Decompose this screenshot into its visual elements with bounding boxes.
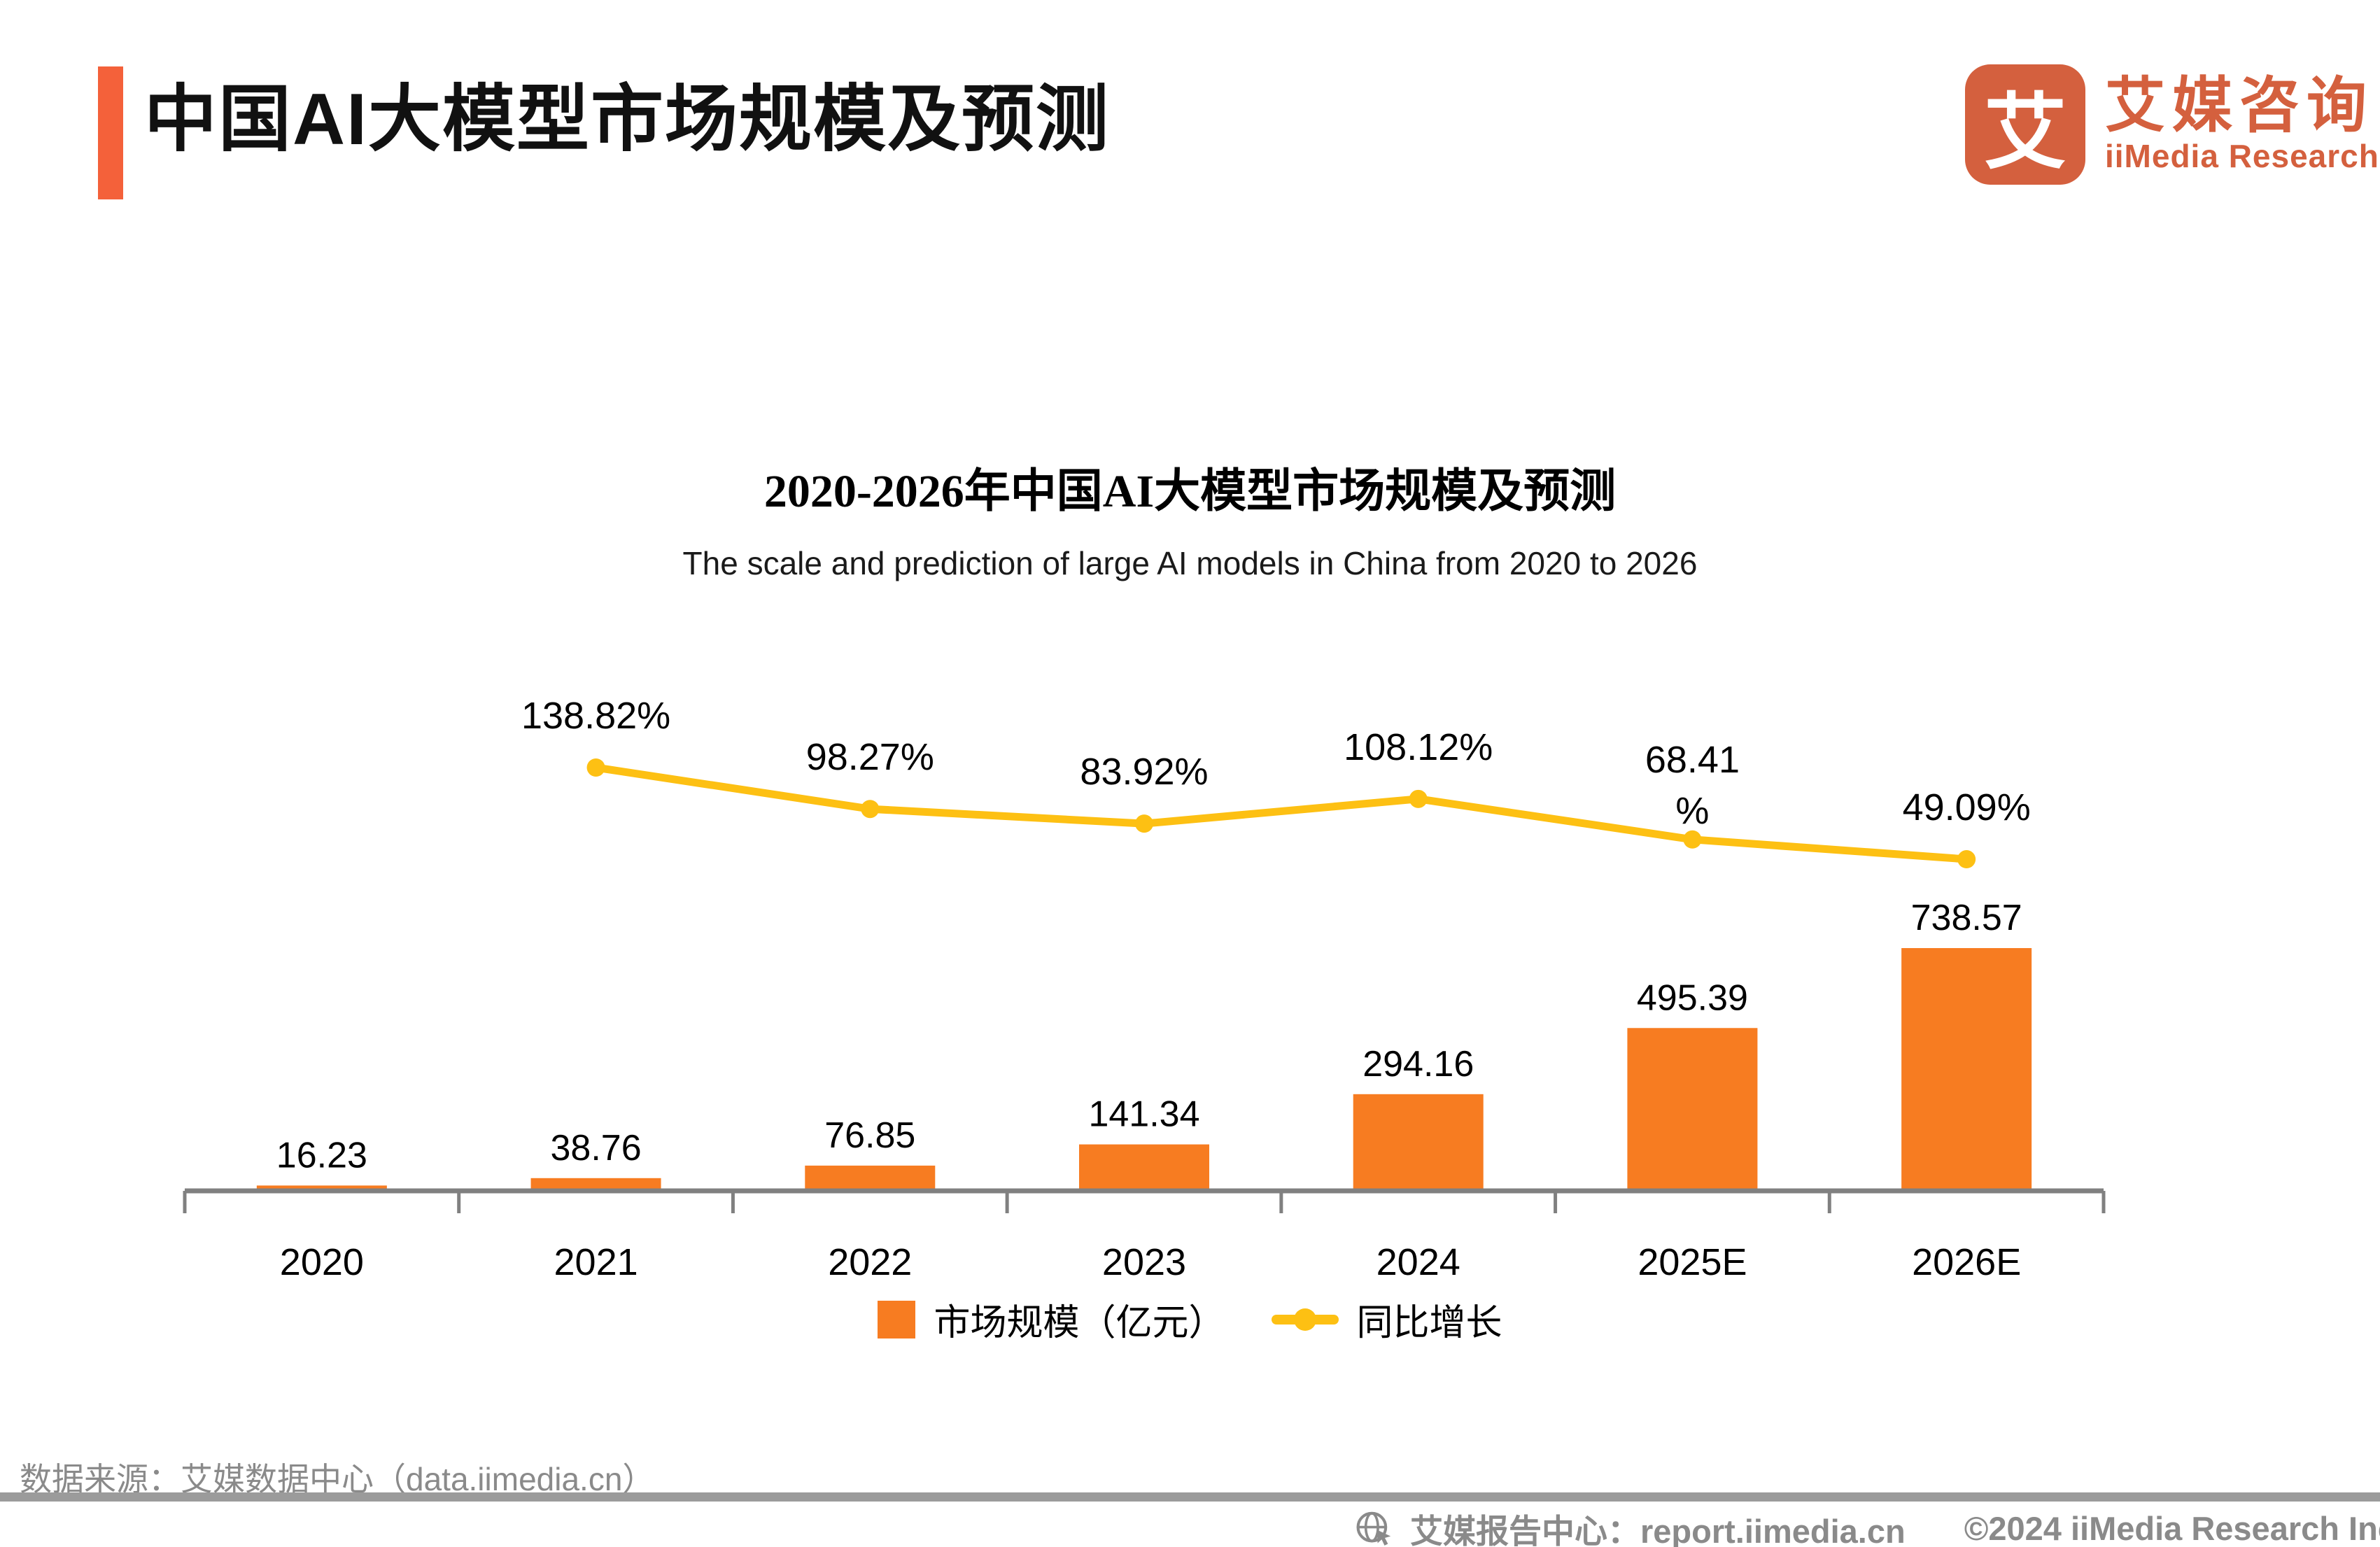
chart-legend: 市场规模（亿元） 同比增长 bbox=[0, 1293, 2380, 1345]
growth-point-2025E bbox=[1683, 830, 1702, 849]
chart-subtitle: The scale and prediction of large AI mod… bbox=[682, 545, 1698, 581]
report-center-link: 艾媒报告中心：report.iimedia.cn bbox=[1410, 1513, 1906, 1547]
bar-2025E bbox=[1627, 1028, 1758, 1191]
growth-value-label-2021: 138.82% bbox=[521, 695, 670, 737]
growth-value-label-2026E: 49.09% bbox=[1903, 786, 2031, 828]
bar-2020 bbox=[256, 1185, 387, 1191]
bar-value-label-2023: 141.34 bbox=[1088, 1094, 1199, 1135]
bar-value-label-2020: 16.23 bbox=[276, 1135, 367, 1175]
globe-cursor-icon bbox=[1356, 1511, 1391, 1546]
data-source-note: 数据来源：艾媒数据中心（data.iimedia.cn） bbox=[20, 1461, 655, 1497]
legend-label-growth: 同比增长 bbox=[1356, 1303, 1502, 1343]
bar-2022 bbox=[805, 1165, 936, 1191]
x-axis-label-2025E: 2025E bbox=[1638, 1241, 1747, 1283]
footer: 艾媒报告中心：report.iimedia.cn ©2024 iiMedia R… bbox=[1354, 1504, 2380, 1547]
x-axis-label-2026E: 2026E bbox=[1912, 1241, 2021, 1283]
x-axis-label-2020: 2020 bbox=[280, 1241, 364, 1283]
bar-2021 bbox=[530, 1178, 661, 1191]
iimedia-logo-text: 艾媒咨询 iiMedia Research bbox=[2105, 74, 2379, 174]
growth-value-label-2024: 108.12% bbox=[1344, 726, 1493, 768]
x-axis-label-2024: 2024 bbox=[1376, 1241, 1460, 1283]
growth-point-2024 bbox=[1409, 789, 1428, 808]
page-title: 中国AI大模型市场规模及预测 bbox=[144, 79, 1111, 160]
growth-point-2022 bbox=[861, 800, 880, 819]
legend-item-growth: 同比增长 bbox=[1271, 1293, 1502, 1345]
line-marker-dot bbox=[1293, 1308, 1316, 1331]
growth-point-2021 bbox=[586, 758, 605, 777]
chart-title: 2020-2026年中国AI大模型市场规模及预测 bbox=[763, 466, 1617, 517]
bar-value-label-2025E: 495.39 bbox=[1637, 977, 1748, 1018]
growth-point-2026E bbox=[1957, 850, 1976, 869]
growth-value-label-2022: 98.27% bbox=[806, 736, 934, 778]
title-accent-bar bbox=[98, 66, 123, 199]
bar-2026E bbox=[1901, 948, 2032, 1191]
legend-item-market-size: 市场规模（亿元） bbox=[878, 1293, 1225, 1345]
legend-label-market-size: 市场规模（亿元） bbox=[934, 1303, 1225, 1343]
footer-divider bbox=[0, 1492, 2380, 1502]
bar-value-label-2024: 294.16 bbox=[1362, 1044, 1474, 1085]
iimedia-logo: 艾 艾媒咨询 iiMedia Research bbox=[1965, 64, 2379, 185]
x-axis-label-2023: 2023 bbox=[1102, 1241, 1186, 1283]
logo-name-cn: 艾媒咨询 bbox=[2105, 72, 2374, 140]
bar-2024 bbox=[1353, 1094, 1484, 1191]
line-series-swatch bbox=[1271, 1308, 1339, 1331]
growth-value-label-2025E: 68.41% bbox=[1645, 739, 1740, 832]
iimedia-logo-mark-icon: 艾 bbox=[1965, 64, 2085, 185]
growth-point-2023 bbox=[1135, 814, 1153, 833]
growth-value-label-2023: 83.92% bbox=[1080, 751, 1208, 793]
logo-name-en: iiMedia Research bbox=[2105, 137, 2379, 174]
bar-2023 bbox=[1079, 1144, 1209, 1191]
x-axis-label-2021: 2021 bbox=[554, 1241, 638, 1283]
bar-series-swatch bbox=[878, 1300, 916, 1338]
growth-line bbox=[592, 763, 1971, 863]
bar-value-label-2022: 76.85 bbox=[824, 1115, 915, 1156]
bar-value-label-2021: 38.76 bbox=[551, 1128, 642, 1168]
x-axis-label-2022: 2022 bbox=[828, 1241, 912, 1283]
copyright-text: ©2024 iiMedia Research Inc bbox=[1964, 1510, 2380, 1547]
bar-value-label-2026E: 738.57 bbox=[1911, 898, 2022, 938]
